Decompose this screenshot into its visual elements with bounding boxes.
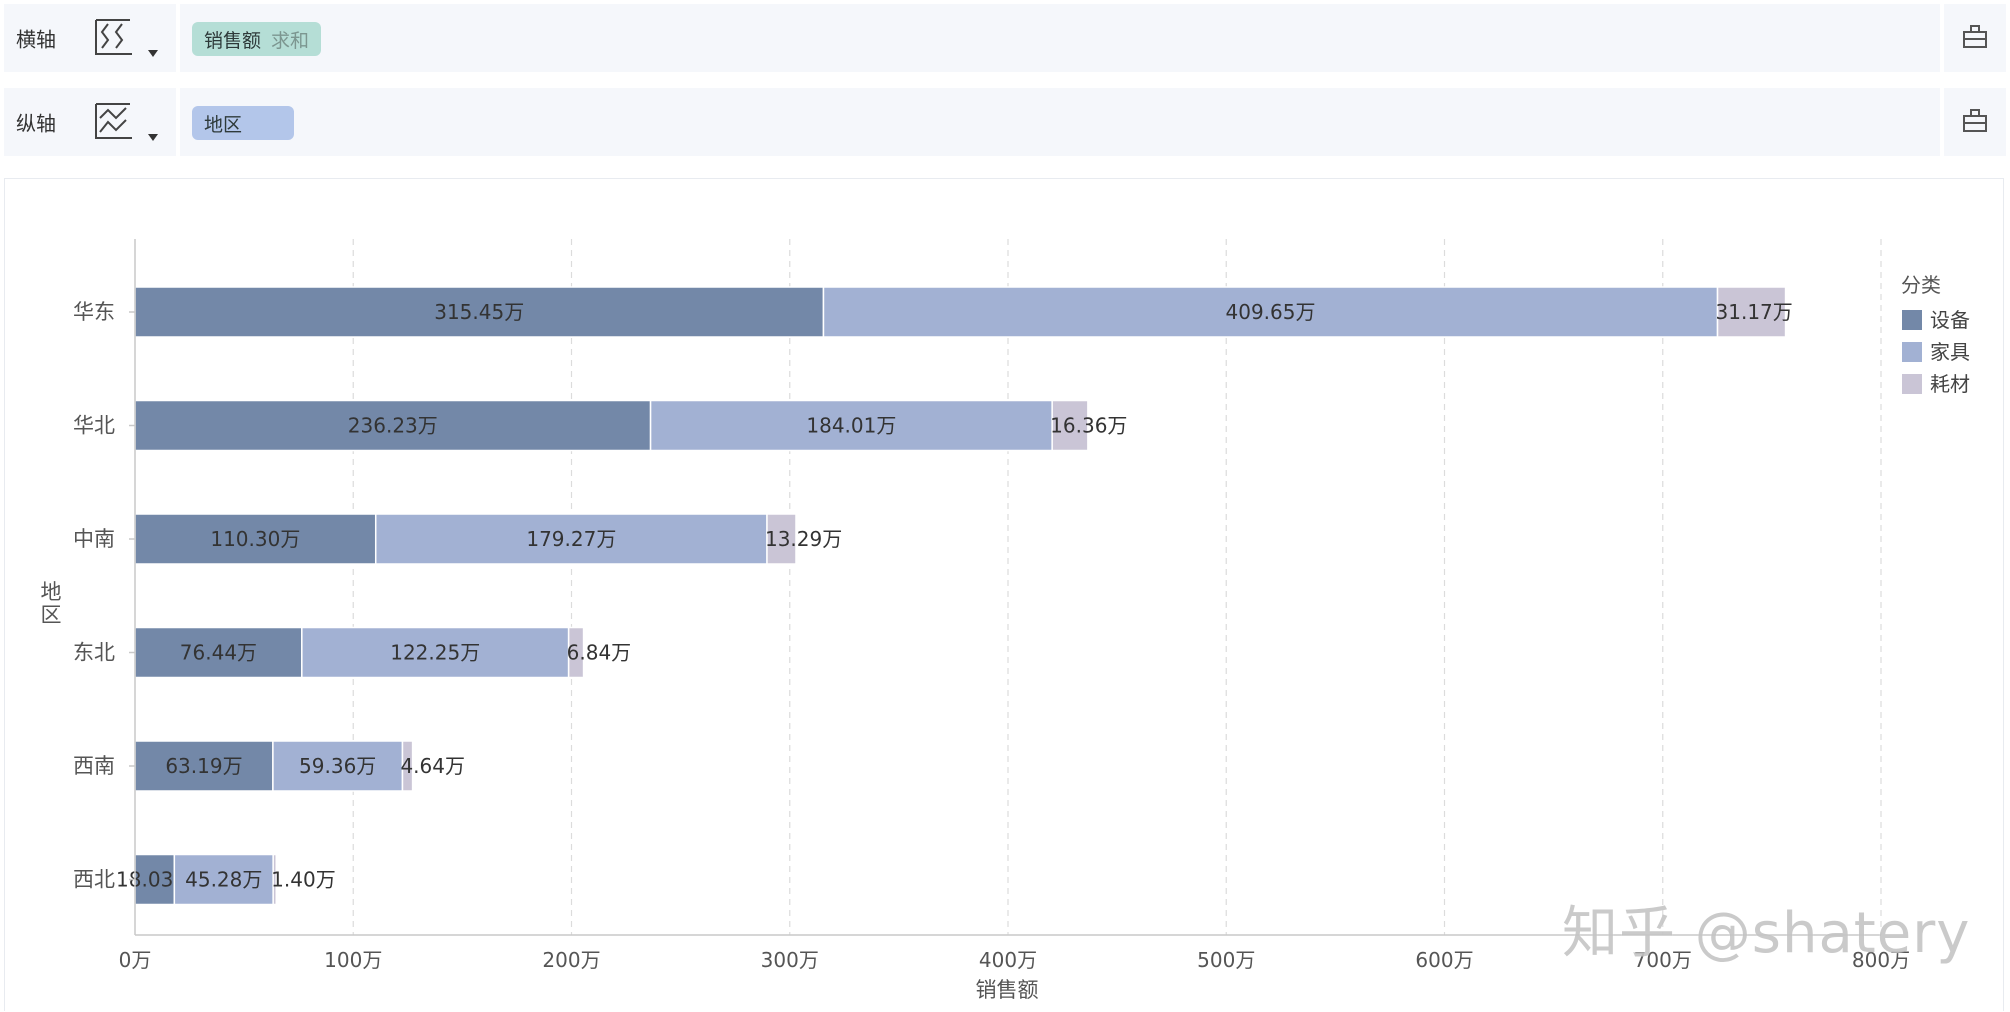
y-axis-title: 地区 (41, 580, 62, 627)
y-axis-hierarchy-button[interactable] (1944, 88, 2006, 156)
x-axis-title: 销售额 (976, 978, 1039, 1002)
x-tick-label: 0万 (119, 948, 152, 972)
legend-item-label: 设备 (1930, 308, 1970, 332)
x-tick-label: 800万 (1852, 948, 1910, 972)
legend-item-label: 耗材 (1930, 372, 1970, 396)
x-axis-shelf-header: 横轴 (4, 4, 176, 72)
watermark: 知乎 @shatery (1562, 901, 1971, 966)
bar-value-label: 63.19万 (165, 754, 242, 778)
bar-value-label: 59.36万 (299, 754, 376, 778)
bar-value-label: 179.27万 (526, 527, 616, 551)
bar-value-label: 110.30万 (210, 527, 300, 551)
y-category-label: 华东 (73, 300, 115, 324)
bar-segment (1716, 286, 1787, 338)
bar-layer: 315.45万 409.65万 31.17万 236.23万 184.01万 16.36万… (116, 286, 1793, 906)
chart-panel: 315.45万 409.65万 31.17万 236.23万 184.01万 16.36万… (4, 178, 2004, 1011)
x-axis-aggregation: 求和 (271, 29, 310, 52)
y-category-label: 中南 (73, 527, 115, 551)
x-tick-label: 100万 (324, 948, 382, 972)
x-tick-label: 600万 (1415, 948, 1473, 972)
bar-segment (649, 399, 1053, 452)
legend-swatch (1902, 374, 1922, 394)
y-category-label: 华北 (73, 414, 115, 438)
bar-segment (766, 513, 797, 565)
x-tick-label: 700万 (1634, 948, 1692, 972)
stacked-bar-chart: 315.45万 409.65万 31.17万 236.23万 184.01万 16.36万… (41, 239, 1970, 1002)
legend-item-label: 家具 (1930, 340, 1970, 364)
y-category-label: 东北 (73, 641, 115, 665)
bar-segment (134, 286, 825, 338)
x-axis-shelf: 横轴 销售额 求和 (4, 4, 2006, 72)
y-axis-field-name: 地区 (204, 113, 243, 136)
bar-value-label: 76.44万 (180, 641, 257, 665)
bar-segment (401, 740, 414, 792)
x-axis-shelf-label: 横轴 (16, 27, 56, 52)
x-tick-label: 500万 (1197, 948, 1255, 972)
legend-title: 分类 (1901, 273, 1941, 297)
hierarchy-icon (1963, 25, 1987, 48)
x-tick-label: 200万 (542, 948, 600, 972)
bar-value-label: 315.45万 (434, 300, 524, 324)
y-axis-shelf-header: 纵轴 (4, 88, 176, 156)
bar-value-label: 13.29万 (765, 527, 842, 551)
y-axis-shelf: 纵轴 地区 (4, 88, 2006, 156)
y-axis-field-area[interactable]: 地区 (180, 88, 1940, 156)
hierarchy-icon (1963, 109, 1987, 132)
bar-segment (134, 513, 377, 565)
caret-down-icon[interactable] (148, 134, 158, 142)
y-axis-title-char: 区 (41, 603, 62, 627)
bar-segment (272, 740, 404, 792)
bar-value-label: 409.65万 (1226, 300, 1316, 324)
bar-value-label: 31.17万 (1716, 300, 1793, 324)
bar-value-label: 236.23万 (348, 414, 438, 438)
bar-value-label: 6.84万 (567, 641, 632, 665)
y-category-label: 西北 (73, 868, 115, 892)
bar-value-label: 122.25万 (390, 641, 480, 665)
bar-value-label: 184.01万 (806, 414, 896, 438)
bar-value-label: 4.64万 (400, 754, 465, 778)
bar-segment (272, 853, 277, 906)
horizontal-line-chart-icon[interactable] (92, 18, 134, 58)
legend-swatch (1902, 310, 1922, 330)
bar-segment (567, 626, 585, 679)
bar-segment (1051, 399, 1089, 452)
bar-segment (173, 853, 274, 906)
x-tick-label: 400万 (979, 948, 1037, 972)
y-category-label: 西南 (73, 754, 115, 778)
y-axis-title-char: 地 (41, 580, 62, 604)
x-axis-field-name: 销售额 (204, 29, 262, 52)
bar-segment (374, 513, 768, 565)
x-tick-label: 300万 (761, 948, 819, 972)
x-axis-field-pill[interactable]: 销售额 求和 (192, 22, 322, 56)
bar-value-label: 1.40万 (271, 868, 336, 892)
bar-value-label: 16.36万 (1050, 414, 1127, 438)
caret-down-icon[interactable] (148, 50, 158, 58)
line-chart-icon[interactable] (92, 102, 134, 142)
y-axis-field-pill[interactable]: 地区 (192, 106, 294, 140)
bar-segment (134, 853, 176, 906)
bar-segment (134, 399, 652, 452)
y-axis-shelf-label: 纵轴 (16, 111, 56, 136)
bar-value-label: 45.28万 (185, 868, 262, 892)
legend-swatch (1902, 342, 1922, 362)
axis-layer: 0万 100万 200万 300万 400万 500万 600万 700万 800万 华东华北中南… (73, 239, 1910, 972)
bar-segment (134, 740, 274, 792)
grid-layer (352, 239, 1882, 935)
x-axis-field-area[interactable]: 销售额 求和 (180, 4, 1940, 72)
x-axis-hierarchy-button[interactable] (1944, 4, 2006, 72)
